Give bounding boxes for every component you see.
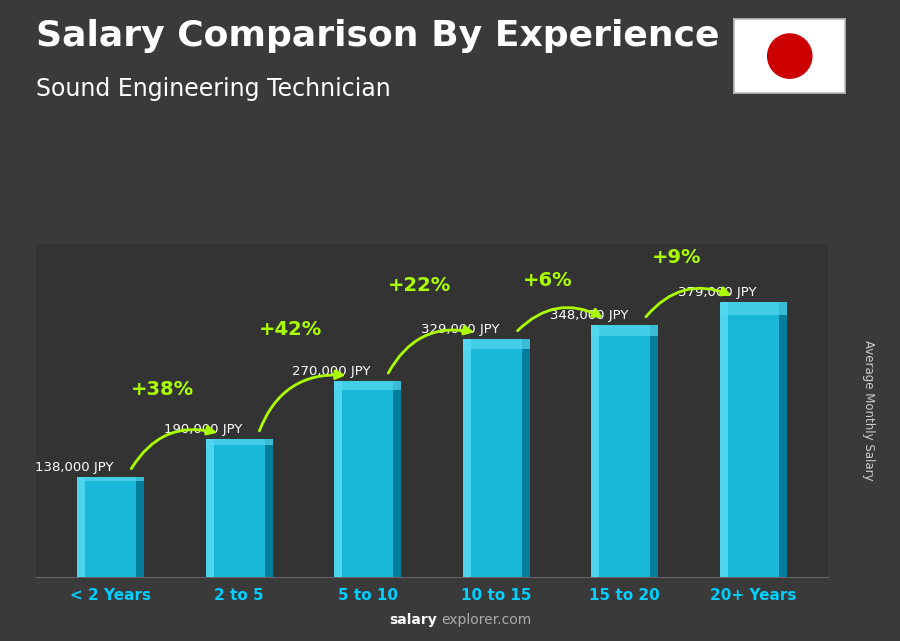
Bar <box>265 439 273 577</box>
Circle shape <box>768 34 812 78</box>
Bar <box>206 439 213 577</box>
Text: +22%: +22% <box>388 276 451 295</box>
Text: 190,000 JPY: 190,000 JPY <box>164 423 242 437</box>
Bar <box>334 381 342 577</box>
Text: +6%: +6% <box>523 271 572 290</box>
Text: explorer.com: explorer.com <box>441 613 531 627</box>
Text: +9%: +9% <box>652 249 701 267</box>
Bar <box>463 338 530 577</box>
Text: Salary Comparison By Experience: Salary Comparison By Experience <box>36 19 719 53</box>
Text: +42%: +42% <box>259 320 322 339</box>
Bar <box>463 338 530 349</box>
Bar <box>778 303 787 577</box>
Text: salary: salary <box>389 613 436 627</box>
Bar <box>334 381 401 577</box>
Text: 329,000 JPY: 329,000 JPY <box>421 322 500 336</box>
Bar <box>651 325 658 577</box>
Text: 138,000 JPY: 138,000 JPY <box>35 461 113 474</box>
Text: 379,000 JPY: 379,000 JPY <box>679 287 757 299</box>
Bar <box>463 338 471 577</box>
Bar <box>591 325 658 577</box>
Text: 348,000 JPY: 348,000 JPY <box>550 309 628 322</box>
Bar <box>591 325 599 577</box>
Bar <box>720 303 787 315</box>
Text: Sound Engineering Technician: Sound Engineering Technician <box>36 77 391 101</box>
Bar <box>720 303 787 577</box>
Bar <box>393 381 401 577</box>
Bar <box>334 381 401 390</box>
Text: 270,000 JPY: 270,000 JPY <box>292 365 371 378</box>
Bar <box>136 477 144 577</box>
Text: +38%: +38% <box>130 380 194 399</box>
Bar <box>720 303 728 577</box>
Bar <box>522 338 530 577</box>
Bar <box>77 477 144 481</box>
Bar <box>206 439 273 577</box>
Bar <box>206 439 273 445</box>
Bar <box>77 477 144 577</box>
Text: Average Monthly Salary: Average Monthly Salary <box>862 340 875 481</box>
Bar <box>591 325 658 336</box>
Bar <box>77 477 86 577</box>
